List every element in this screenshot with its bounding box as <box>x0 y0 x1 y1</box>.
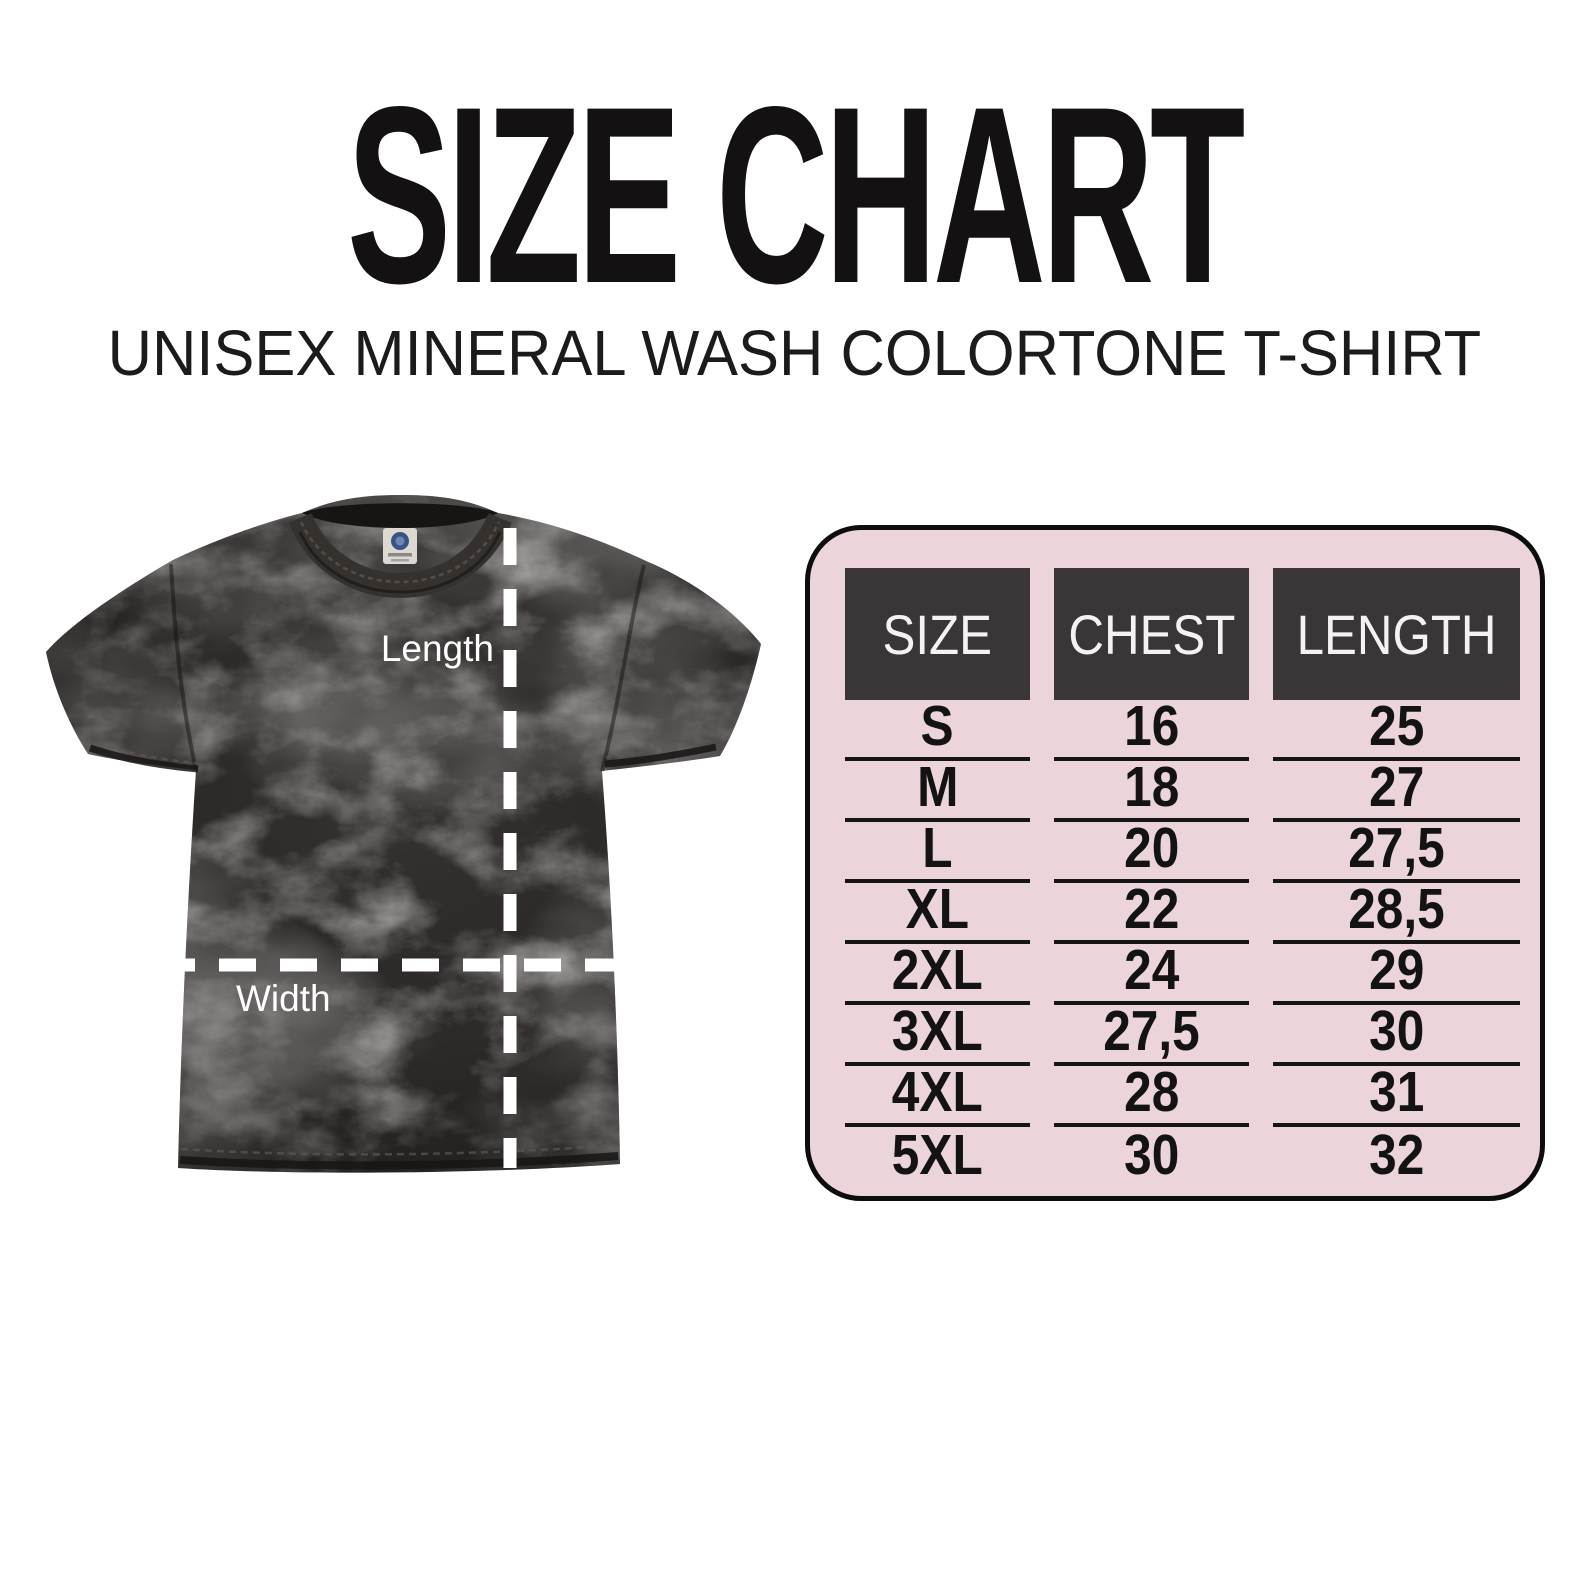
chest-cell-value: 30 <box>1123 1122 1180 1187</box>
size-table: SIZE CHEST LENGTH S 16 25 M 18 27 L 20 27,5 XL 22 2… <box>805 525 1545 1201</box>
length-cell: 30 <box>1273 999 1520 1066</box>
chest-cell-value: 24 <box>1123 937 1180 1002</box>
right-sleeve-seam <box>600 564 646 772</box>
size-cell-value: XL <box>905 876 970 941</box>
length-cell-value: 28,5 <box>1348 876 1445 941</box>
right-sleeve-stitch <box>605 738 713 759</box>
length-cell-value: 27,5 <box>1348 815 1445 880</box>
chest-cell-value: 27,5 <box>1103 998 1200 1063</box>
page-title: SIZE CHART <box>346 55 1245 336</box>
chest-cell: 28 <box>1054 1060 1249 1127</box>
collar-brand-label <box>383 528 417 564</box>
chest-cell: 22 <box>1054 877 1249 944</box>
size-cell-value: 2XL <box>892 937 983 1002</box>
page-subtitle-wrap: UNISEX MINERAL WASH COLORTONE T-SHIRT <box>0 321 1588 385</box>
size-cell-value: M <box>916 754 959 819</box>
size-cell: XL <box>845 877 1030 944</box>
tshirt-measurement-diagram: Length Width <box>46 495 761 1173</box>
bottom-hem <box>179 1152 619 1170</box>
right-sleeve-hem <box>604 743 717 768</box>
size-table-body: S 16 25 M 18 27 L 20 27,5 XL 22 28,5 2XL 24 29 3XL 27,5 3… <box>845 694 1540 1188</box>
length-cell: 25 <box>1273 694 1520 761</box>
chest-cell-value: 18 <box>1123 754 1180 819</box>
size-cell: S <box>845 694 1030 761</box>
size-cell-value: 5XL <box>892 1122 983 1187</box>
chest-cell: 16 <box>1054 694 1249 761</box>
collar-stitch-inner <box>298 531 502 594</box>
length-cell-value: 25 <box>1368 693 1425 758</box>
chest-cell-value: 28 <box>1123 1059 1180 1124</box>
tshirt-photo <box>46 495 761 1173</box>
column-header-chest: CHEST <box>1054 568 1249 700</box>
chest-cell-value: 20 <box>1123 815 1180 880</box>
size-cell: L <box>845 816 1030 883</box>
size-cell-value: L <box>922 815 953 880</box>
size-cell: 5XL <box>845 1123 1030 1188</box>
chest-cell-value: 16 <box>1123 693 1180 758</box>
length-cell-value: 29 <box>1368 937 1425 1002</box>
chest-cell: 27,5 <box>1054 999 1249 1066</box>
page-title-wrap: SIZE CHART <box>0 70 1588 322</box>
left-sleeve-hem <box>88 744 199 773</box>
size-table-header-row: SIZE CHEST LENGTH <box>845 568 1540 700</box>
column-header-length: LENGTH <box>1273 568 1520 700</box>
chest-cell: 24 <box>1054 938 1249 1005</box>
size-cell: M <box>845 755 1030 822</box>
length-cell: 27,5 <box>1273 816 1520 883</box>
length-cell-value: 32 <box>1368 1122 1425 1187</box>
length-cell: 28,5 <box>1273 877 1520 944</box>
bottom-hem-stitch <box>180 1143 617 1156</box>
chest-cell: 18 <box>1054 755 1249 822</box>
page-subtitle: UNISEX MINERAL WASH COLORTONE T-SHIRT <box>107 317 1481 389</box>
size-cell-value: S <box>920 693 955 758</box>
length-cell-value: 27 <box>1368 754 1425 819</box>
chest-cell-value: 22 <box>1123 876 1180 941</box>
size-cell-value: 3XL <box>892 998 983 1063</box>
length-cell: 31 <box>1273 1060 1520 1127</box>
column-header-size-label: SIZE <box>882 602 993 666</box>
collar-stitch-outer <box>299 521 501 584</box>
length-cell-value: 30 <box>1368 998 1425 1063</box>
column-header-size: SIZE <box>845 568 1030 700</box>
length-label: Length <box>381 628 494 669</box>
width-label: Width <box>236 978 331 1019</box>
chest-cell: 30 <box>1054 1123 1249 1188</box>
left-sleeve-stitch <box>86 738 198 765</box>
size-cell-value: 4XL <box>892 1059 983 1124</box>
length-cell: 29 <box>1273 938 1520 1005</box>
size-cell: 3XL <box>845 999 1030 1066</box>
column-header-chest-label: CHEST <box>1067 602 1236 666</box>
column-header-length-label: LENGTH <box>1296 602 1497 666</box>
measurement-overlay: Length Width <box>158 528 618 1168</box>
chest-cell: 20 <box>1054 816 1249 883</box>
size-cell: 2XL <box>845 938 1030 1005</box>
collar-back <box>302 503 498 528</box>
length-cell-value: 31 <box>1368 1059 1425 1124</box>
length-cell: 32 <box>1273 1123 1520 1188</box>
left-sleeve-seam <box>169 563 198 771</box>
length-cell: 27 <box>1273 755 1520 822</box>
size-cell: 4XL <box>845 1060 1030 1127</box>
